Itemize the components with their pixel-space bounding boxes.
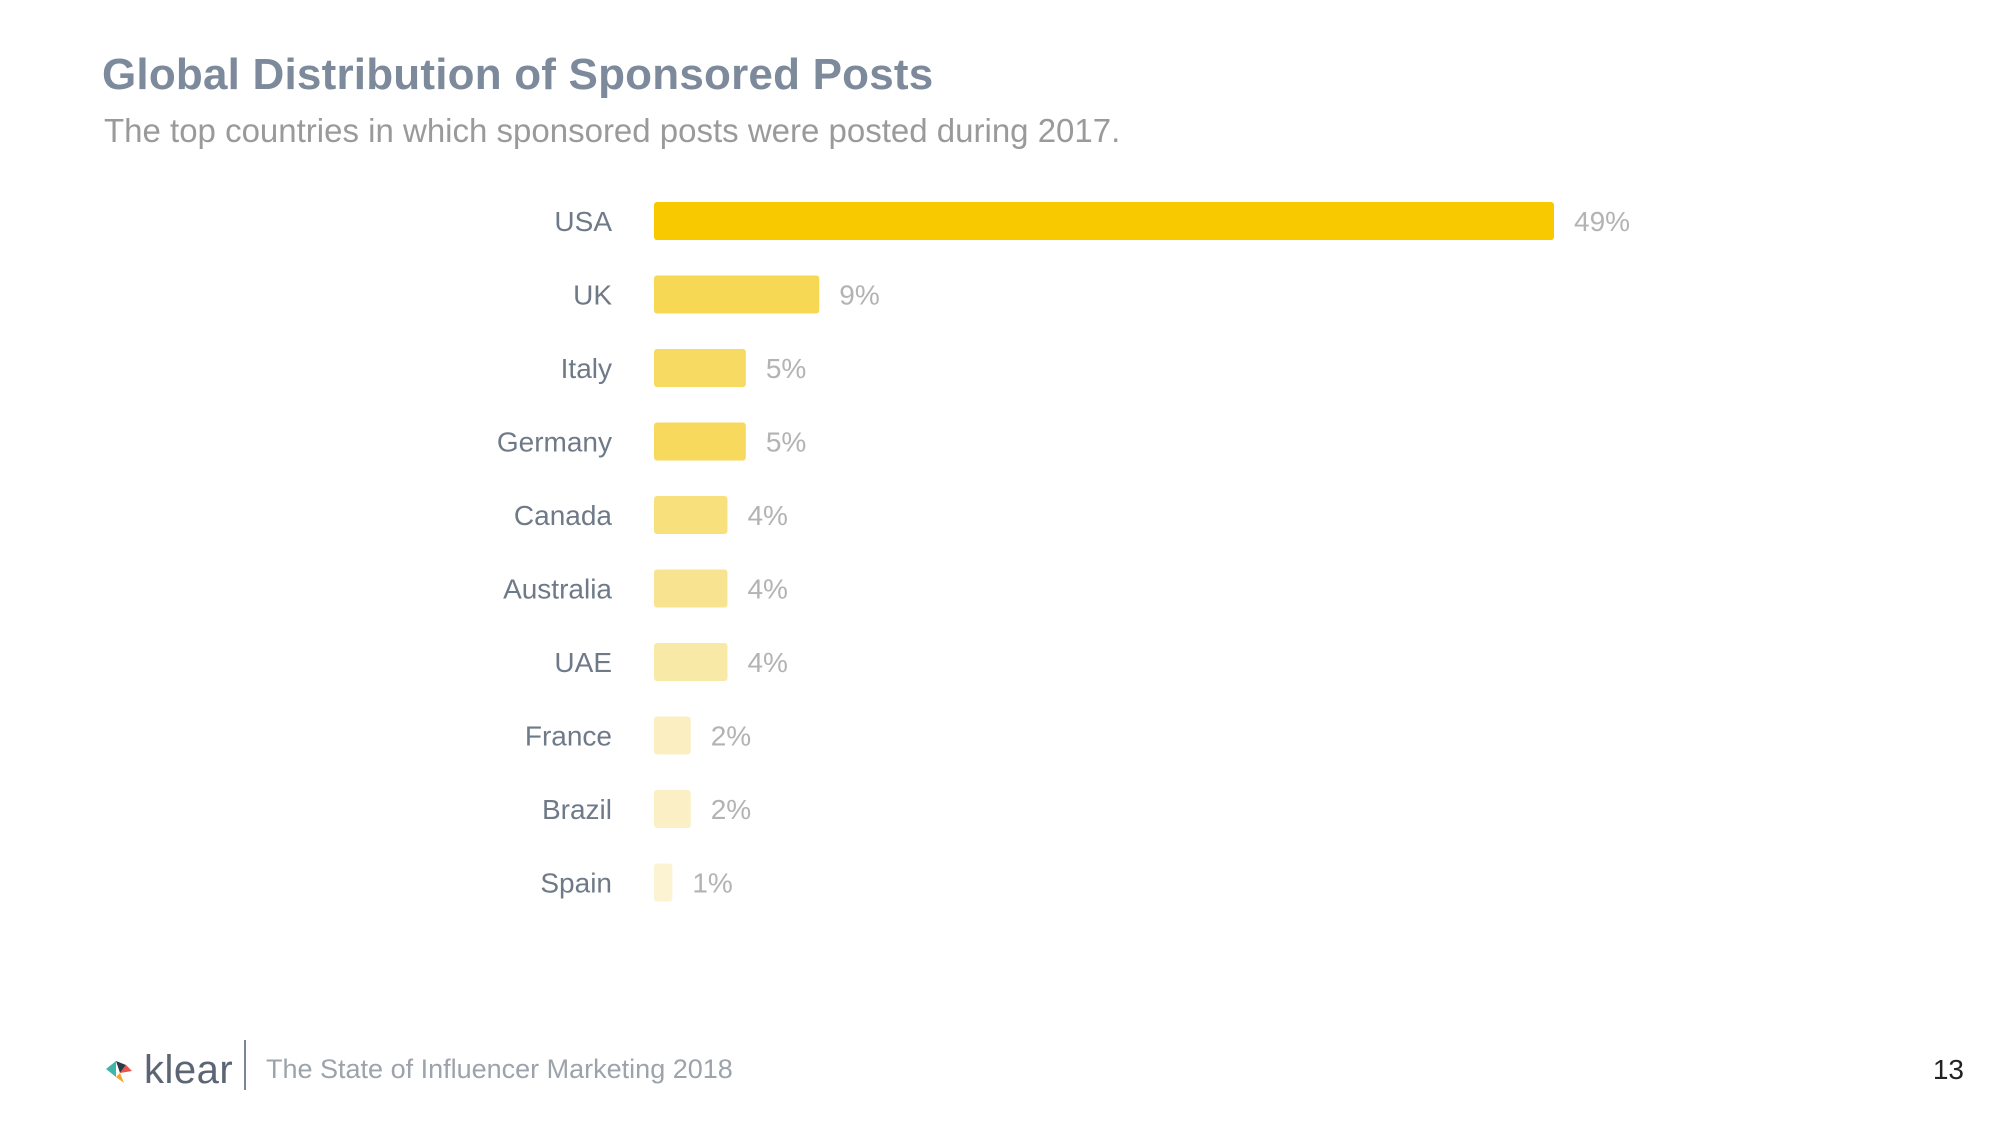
value-label: 9% (839, 280, 879, 311)
klear-logo-icon (106, 1060, 132, 1083)
bar (654, 349, 746, 387)
klear-logo: klear (104, 1048, 233, 1093)
bar (654, 496, 728, 534)
category-label: UK (573, 280, 612, 311)
category-label: Australia (503, 574, 612, 605)
category-label: Germany (497, 427, 612, 458)
bar (654, 275, 820, 314)
page-number: 13 (1932, 1054, 1964, 1085)
value-label: 1% (692, 868, 732, 899)
value-label: 49% (1574, 206, 1630, 237)
bar (654, 863, 673, 902)
bar (654, 716, 691, 755)
category-label: Spain (540, 868, 612, 899)
value-label: 2% (711, 721, 751, 752)
category-label: France (525, 721, 612, 752)
bar (654, 569, 728, 608)
category-label: UAE (554, 647, 612, 678)
value-label: 2% (711, 794, 751, 825)
footer-divider (244, 1040, 246, 1090)
bar (654, 422, 746, 461)
bar (654, 790, 691, 828)
bar-chart: USA 49% UK 9% Italy 5% Germany 5% Canada 4% Austra… (497, 202, 1630, 902)
value-label: 4% (747, 500, 787, 531)
page-title: Global Distribution of Sponsored Posts (102, 50, 934, 99)
klear-brand-text: klear (144, 1048, 234, 1092)
category-label: Brazil (542, 794, 612, 825)
bar (654, 202, 1554, 240)
value-label: 4% (747, 647, 787, 678)
category-label: USA (554, 206, 612, 237)
category-label: Canada (514, 500, 613, 531)
value-label: 4% (747, 574, 787, 605)
bar (654, 643, 728, 681)
page-subtitle: The top countries in which sponsored pos… (104, 112, 1121, 149)
report-name: The State of Influencer Marketing 2018 (266, 1054, 733, 1084)
value-label: 5% (766, 427, 806, 458)
category-label: Italy (561, 353, 612, 384)
value-label: 5% (766, 353, 806, 384)
